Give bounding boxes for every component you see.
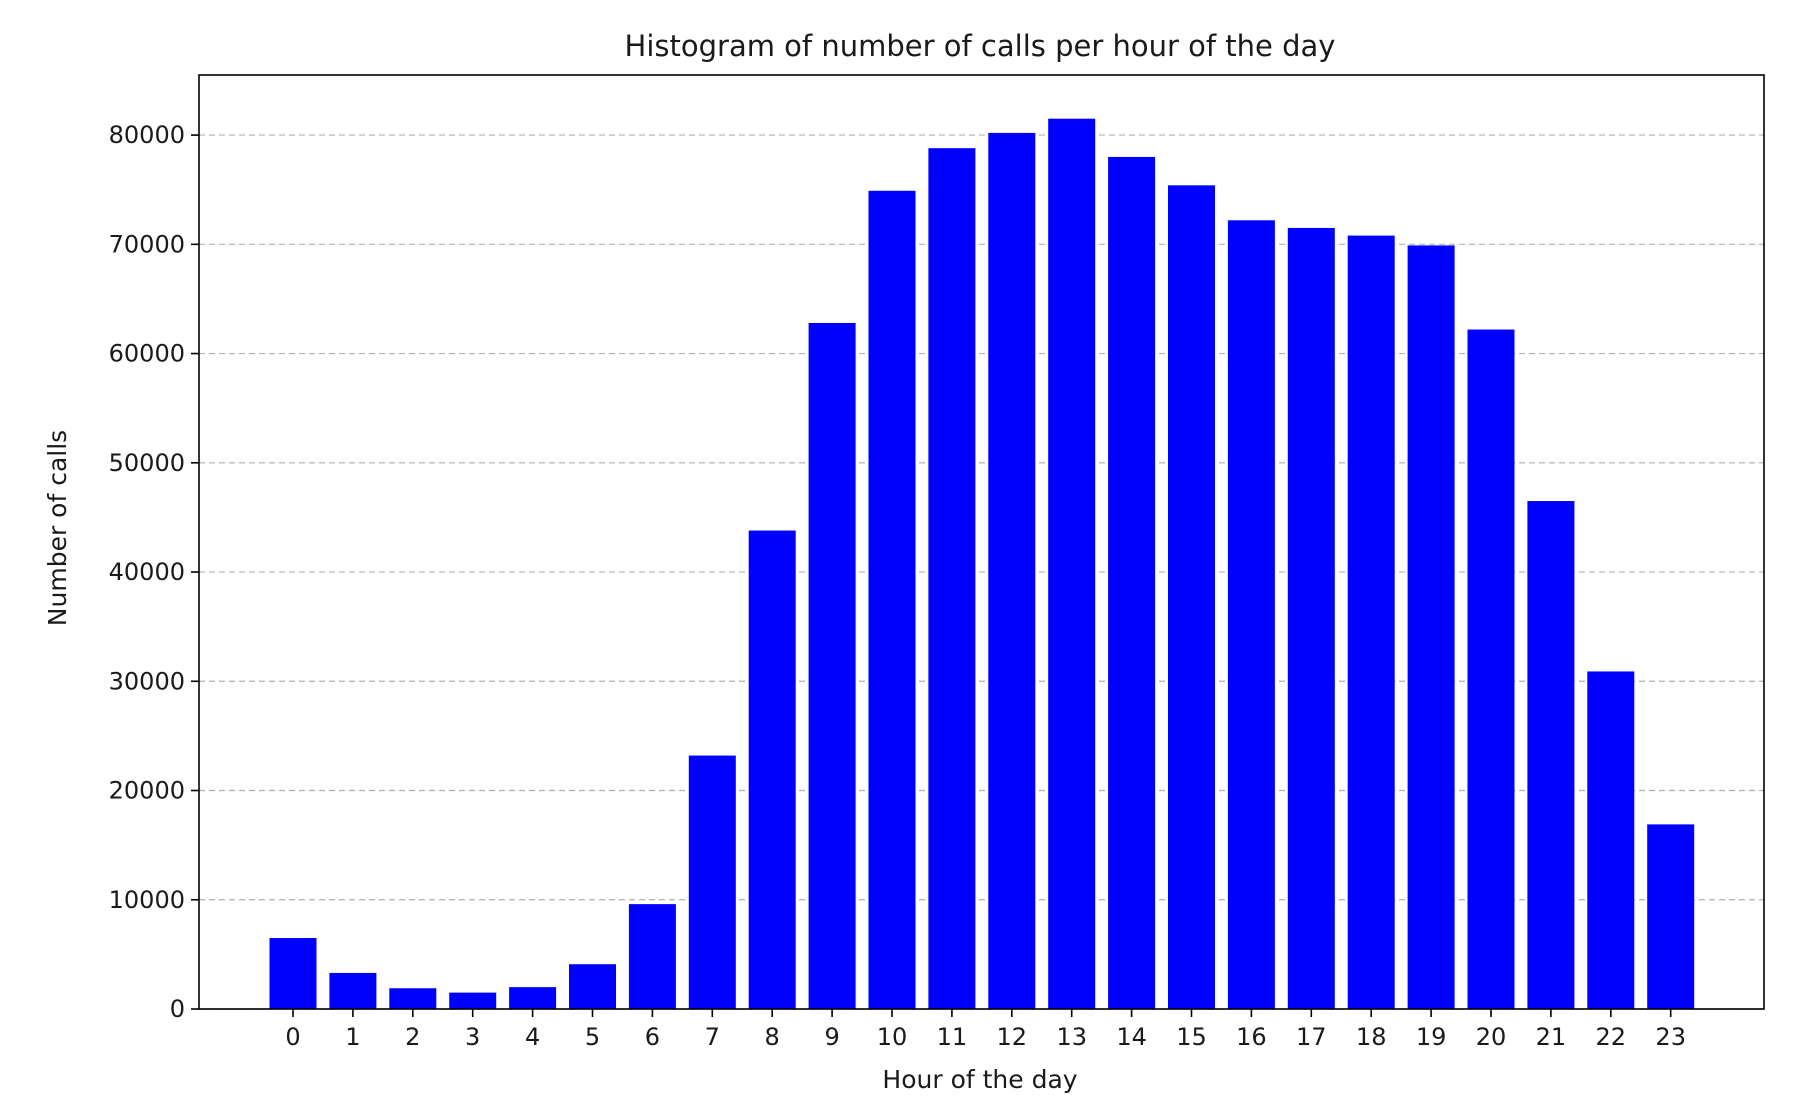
x-tick-label: 4 — [525, 1023, 540, 1051]
bar-hour-18 — [1347, 235, 1395, 1009]
y-tick-label: 50000 — [109, 449, 185, 477]
x-tick-label: 2 — [405, 1023, 420, 1051]
x-tick-label: 18 — [1356, 1023, 1387, 1051]
bar-hour-22 — [1587, 671, 1635, 1009]
bar-hour-14 — [1108, 156, 1156, 1010]
x-tick-label: 1 — [345, 1023, 360, 1051]
bar-hour-5 — [569, 964, 616, 1009]
x-tick-label: 20 — [1476, 1023, 1507, 1051]
y-tick-label: 70000 — [109, 230, 185, 258]
bar-hour-15 — [1168, 185, 1215, 1010]
chart-title: Histogram of number of calls per hour of… — [625, 29, 1336, 63]
bar-hour-6 — [628, 904, 676, 1009]
y-tick-label: 40000 — [109, 558, 185, 586]
grid-lines — [199, 134, 1764, 1010]
bar-hour-7 — [688, 755, 736, 1009]
x-tick-label: 5 — [585, 1023, 600, 1051]
x-tick-label: 8 — [765, 1023, 780, 1051]
x-axis: 0 1 2 3 4 5 6 7 8 9 10 11 12 13 14 15 16 17 18 19 20 21 22 23 — [285, 1009, 1686, 1051]
x-axis-label: Hour of the day — [882, 1065, 1077, 1094]
bar-hour-16 — [1227, 220, 1275, 1010]
x-tick-label: 23 — [1655, 1023, 1686, 1051]
x-tick-label: 0 — [285, 1023, 300, 1051]
y-tick-label: 60000 — [109, 340, 185, 368]
y-tick-label: 10000 — [109, 886, 185, 914]
y-tick-label: 30000 — [109, 667, 185, 695]
x-tick-label: 6 — [645, 1023, 660, 1051]
bar-hour-13 — [1048, 118, 1096, 1009]
bar-hour-17 — [1287, 227, 1335, 1009]
bar-hour-20 — [1467, 329, 1515, 1009]
y-axis-label: Number of calls — [43, 430, 72, 626]
bar-hour-1 — [329, 972, 377, 1009]
bar-hour-21 — [1527, 501, 1575, 1009]
bar-hour-12 — [988, 132, 1036, 1009]
x-tick-label: 16 — [1236, 1023, 1267, 1051]
bar-hour-9 — [808, 322, 856, 1010]
x-tick-label: 11 — [937, 1023, 968, 1051]
bar-hour-2 — [389, 988, 437, 1009]
bar-hour-8 — [748, 530, 796, 1009]
x-tick-label: 17 — [1296, 1023, 1327, 1051]
bar-hour-4 — [509, 987, 557, 1009]
bar-hour-19 — [1407, 245, 1455, 1009]
x-tick-label: 22 — [1596, 1023, 1627, 1051]
y-tick-label: 0 — [170, 995, 185, 1023]
y-tick-label: 80000 — [109, 121, 185, 149]
bar-hour-0 — [269, 937, 317, 1009]
y-axis: 0 10000 20000 30000 40000 50000 60000 70000 8000… — [109, 121, 199, 1023]
x-tick-label: 21 — [1536, 1023, 1567, 1051]
x-tick-label: 10 — [877, 1023, 908, 1051]
plot-frame — [198, 74, 1765, 1010]
x-tick-label: 9 — [824, 1023, 839, 1051]
y-tick-label: 20000 — [109, 777, 185, 805]
x-tick-label: 14 — [1116, 1023, 1147, 1051]
bar-hour-23 — [1647, 824, 1695, 1009]
bars — [269, 118, 1695, 1010]
x-tick-label: 12 — [997, 1023, 1028, 1051]
x-tick-label: 7 — [705, 1023, 720, 1051]
bar-hour-11 — [928, 148, 976, 1009]
x-tick-label: 19 — [1416, 1023, 1447, 1051]
x-tick-label: 15 — [1176, 1023, 1207, 1051]
bar-hour-3 — [449, 992, 497, 1009]
x-tick-label: 13 — [1056, 1023, 1087, 1051]
bar-hour-10 — [868, 190, 916, 1009]
x-tick-label: 3 — [465, 1023, 480, 1051]
